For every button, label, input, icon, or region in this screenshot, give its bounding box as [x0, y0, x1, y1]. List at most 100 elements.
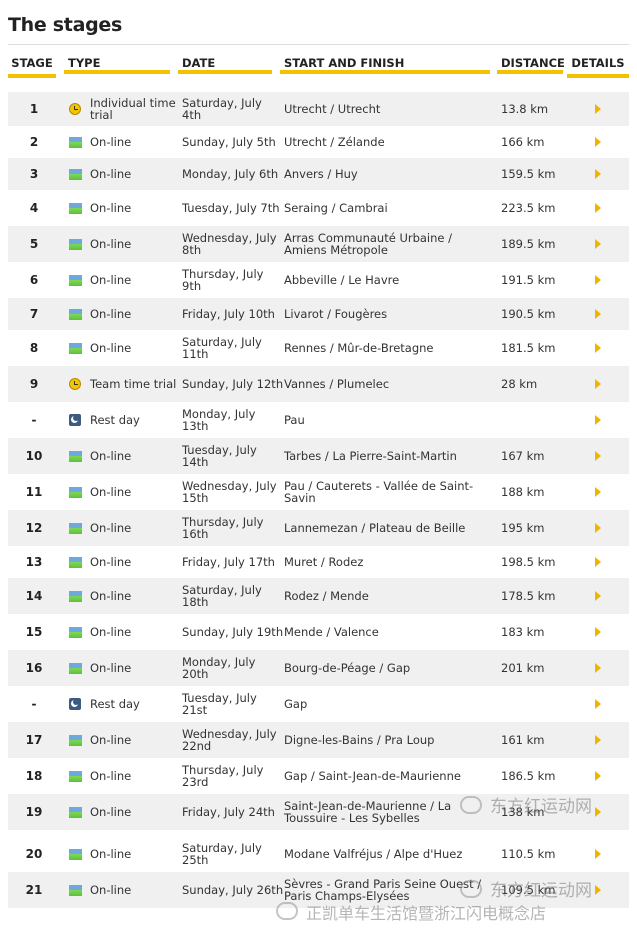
stage-date: Tuesday, July 21st [182, 691, 257, 717]
details-arrow-icon[interactable] [588, 402, 608, 438]
stage-type: On-line [90, 521, 132, 535]
details-arrow-icon[interactable] [588, 546, 608, 578]
stage-date: Sunday, July 19th [182, 625, 284, 639]
table-row[interactable]: 6 On-line Thursday, July 9th Abbeville / Le… [8, 262, 629, 298]
details-arrow-icon[interactable] [588, 92, 608, 126]
page-title: The stages [8, 14, 122, 36]
details-arrow-icon[interactable] [588, 686, 608, 722]
stage-number: 5 [29, 237, 39, 251]
details-arrow-icon[interactable] [588, 758, 608, 794]
flag-icon [68, 158, 82, 190]
table-row[interactable]: - Rest day Tuesday, July 21st Gap [8, 686, 629, 722]
header-stage[interactable]: STAGE [8, 52, 56, 78]
stage-route: Pau / Cauterets - Vallée de Saint-Savin [284, 479, 474, 505]
flag-icon [68, 650, 82, 686]
details-arrow-icon[interactable] [588, 298, 608, 330]
table-row[interactable]: 1 Individual time trial Saturday, July 4th… [8, 92, 629, 126]
table-row[interactable]: 5 On-line Wednesday, July 8th Arras Communa… [8, 226, 629, 262]
details-arrow-icon[interactable] [588, 872, 608, 908]
details-arrow-icon[interactable] [588, 158, 608, 190]
details-arrow-icon[interactable] [588, 226, 608, 262]
flag-icon [68, 836, 82, 872]
table-row[interactable]: 4 On-line Tuesday, July 7th Seraing / Cambr… [8, 190, 629, 226]
stage-distance: 189.5 km [501, 237, 556, 251]
stage-number: 9 [29, 377, 39, 391]
table-row[interactable]: 9 Team time trial Sunday, July 12th Vannes … [8, 366, 629, 402]
stage-date: Wednesday, July 22nd [182, 727, 277, 753]
stage-distance: 223.5 km [501, 201, 556, 215]
table-row[interactable]: 3 On-line Monday, July 6th Anvers / Huy 159.… [8, 158, 629, 190]
details-arrow-icon[interactable] [588, 126, 608, 158]
stage-distance: 198.5 km [501, 555, 556, 569]
stage-number: 14 [25, 589, 43, 603]
stage-route: Abbeville / Le Havre [284, 273, 400, 287]
stage-type: On-line [90, 883, 132, 897]
table-row[interactable]: 13 On-line Friday, July 17th Muret / Rodez 1… [8, 546, 629, 578]
stage-distance: 191.5 km [501, 273, 556, 287]
flag-icon [68, 126, 82, 158]
stage-number: - [31, 413, 37, 427]
stage-type: On-line [90, 661, 132, 675]
stage-route: Anvers / Huy [284, 167, 358, 181]
stage-number: 15 [25, 625, 43, 639]
stage-number: 12 [25, 521, 43, 535]
stage-route: Bourg-de-Péage / Gap [284, 661, 411, 675]
stage-number: 19 [25, 805, 43, 819]
stage-number: 4 [29, 201, 39, 215]
table-row[interactable]: 12 On-line Thursday, July 16th Lannemezan /… [8, 510, 629, 546]
stage-type: Rest day [90, 413, 140, 427]
table-row[interactable]: 14 On-line Saturday, July 18th Rodez / Mend… [8, 578, 629, 614]
stage-number: 8 [29, 341, 39, 355]
stage-number: 20 [25, 847, 43, 861]
table-row[interactable]: 2 On-line Sunday, July 5th Utrecht / Zéland… [8, 126, 629, 158]
stage-route: Sèvres - Grand Paris Seine Ouest / Paris… [284, 877, 482, 903]
stage-route: Gap [284, 697, 308, 711]
table-row[interactable]: 21 On-line Sunday, July 26th Sèvres - Grand… [8, 872, 629, 908]
stage-type: On-line [90, 449, 132, 463]
stage-number: 18 [25, 769, 43, 783]
details-arrow-icon[interactable] [588, 614, 608, 650]
table-row[interactable]: 8 On-line Saturday, July 11th Rennes / Mûr-… [8, 330, 629, 366]
header-details[interactable]: DETAILS [567, 52, 629, 78]
flag-icon [68, 438, 82, 474]
details-arrow-icon[interactable] [588, 438, 608, 474]
table-row[interactable]: - Rest day Monday, July 13th Pau [8, 402, 629, 438]
details-arrow-icon[interactable] [588, 262, 608, 298]
header-route[interactable]: START AND FINISH [280, 52, 490, 74]
flag-icon [68, 474, 82, 510]
details-arrow-icon[interactable] [588, 836, 608, 872]
header-date[interactable]: DATE [178, 52, 272, 74]
table-row[interactable]: 7 On-line Friday, July 10th Livarot / Fougè… [8, 298, 629, 330]
table-row[interactable]: 10 On-line Tuesday, July 14th Tarbes / La P… [8, 438, 629, 474]
clock-icon [68, 92, 82, 126]
table-row[interactable]: 11 On-line Wednesday, July 15th Pau / Caute… [8, 474, 629, 510]
details-arrow-icon[interactable] [588, 190, 608, 226]
table-row[interactable]: 16 On-line Monday, July 20th Bourg-de-Péage… [8, 650, 629, 686]
details-arrow-icon[interactable] [588, 722, 608, 758]
details-arrow-icon[interactable] [588, 330, 608, 366]
header-distance[interactable]: DISTANCE [497, 52, 565, 74]
table-row[interactable]: 17 On-line Wednesday, July 22nd Digne-les-B… [8, 722, 629, 758]
stage-route: Livarot / Fougères [284, 307, 388, 321]
details-arrow-icon[interactable] [588, 474, 608, 510]
table-row[interactable]: 15 On-line Sunday, July 19th Mende / Valenc… [8, 614, 629, 650]
table-row[interactable]: 20 On-line Saturday, July 25th Modane Valfr… [8, 836, 629, 872]
stage-number: 21 [25, 883, 43, 897]
details-arrow-icon[interactable] [588, 650, 608, 686]
stage-route: Utrecht / Utrecht [284, 102, 381, 116]
stage-type: On-line [90, 201, 132, 215]
stage-number: 3 [29, 167, 39, 181]
header-type[interactable]: TYPE [64, 52, 170, 74]
table-row[interactable]: 19 On-line Friday, July 24th Saint-Jean-de-… [8, 794, 629, 830]
details-arrow-icon[interactable] [588, 366, 608, 402]
details-arrow-icon[interactable] [588, 510, 608, 546]
stage-type: On-line [90, 847, 132, 861]
stage-date: Tuesday, July 7th [182, 201, 280, 215]
stage-type: On-line [90, 769, 132, 783]
flag-icon [68, 262, 82, 298]
stage-type: On-line [90, 555, 132, 569]
table-row[interactable]: 18 On-line Thursday, July 23rd Gap / Saint-… [8, 758, 629, 794]
stage-type: On-line [90, 733, 132, 747]
details-arrow-icon[interactable] [588, 578, 608, 614]
details-arrow-icon[interactable] [588, 794, 608, 830]
